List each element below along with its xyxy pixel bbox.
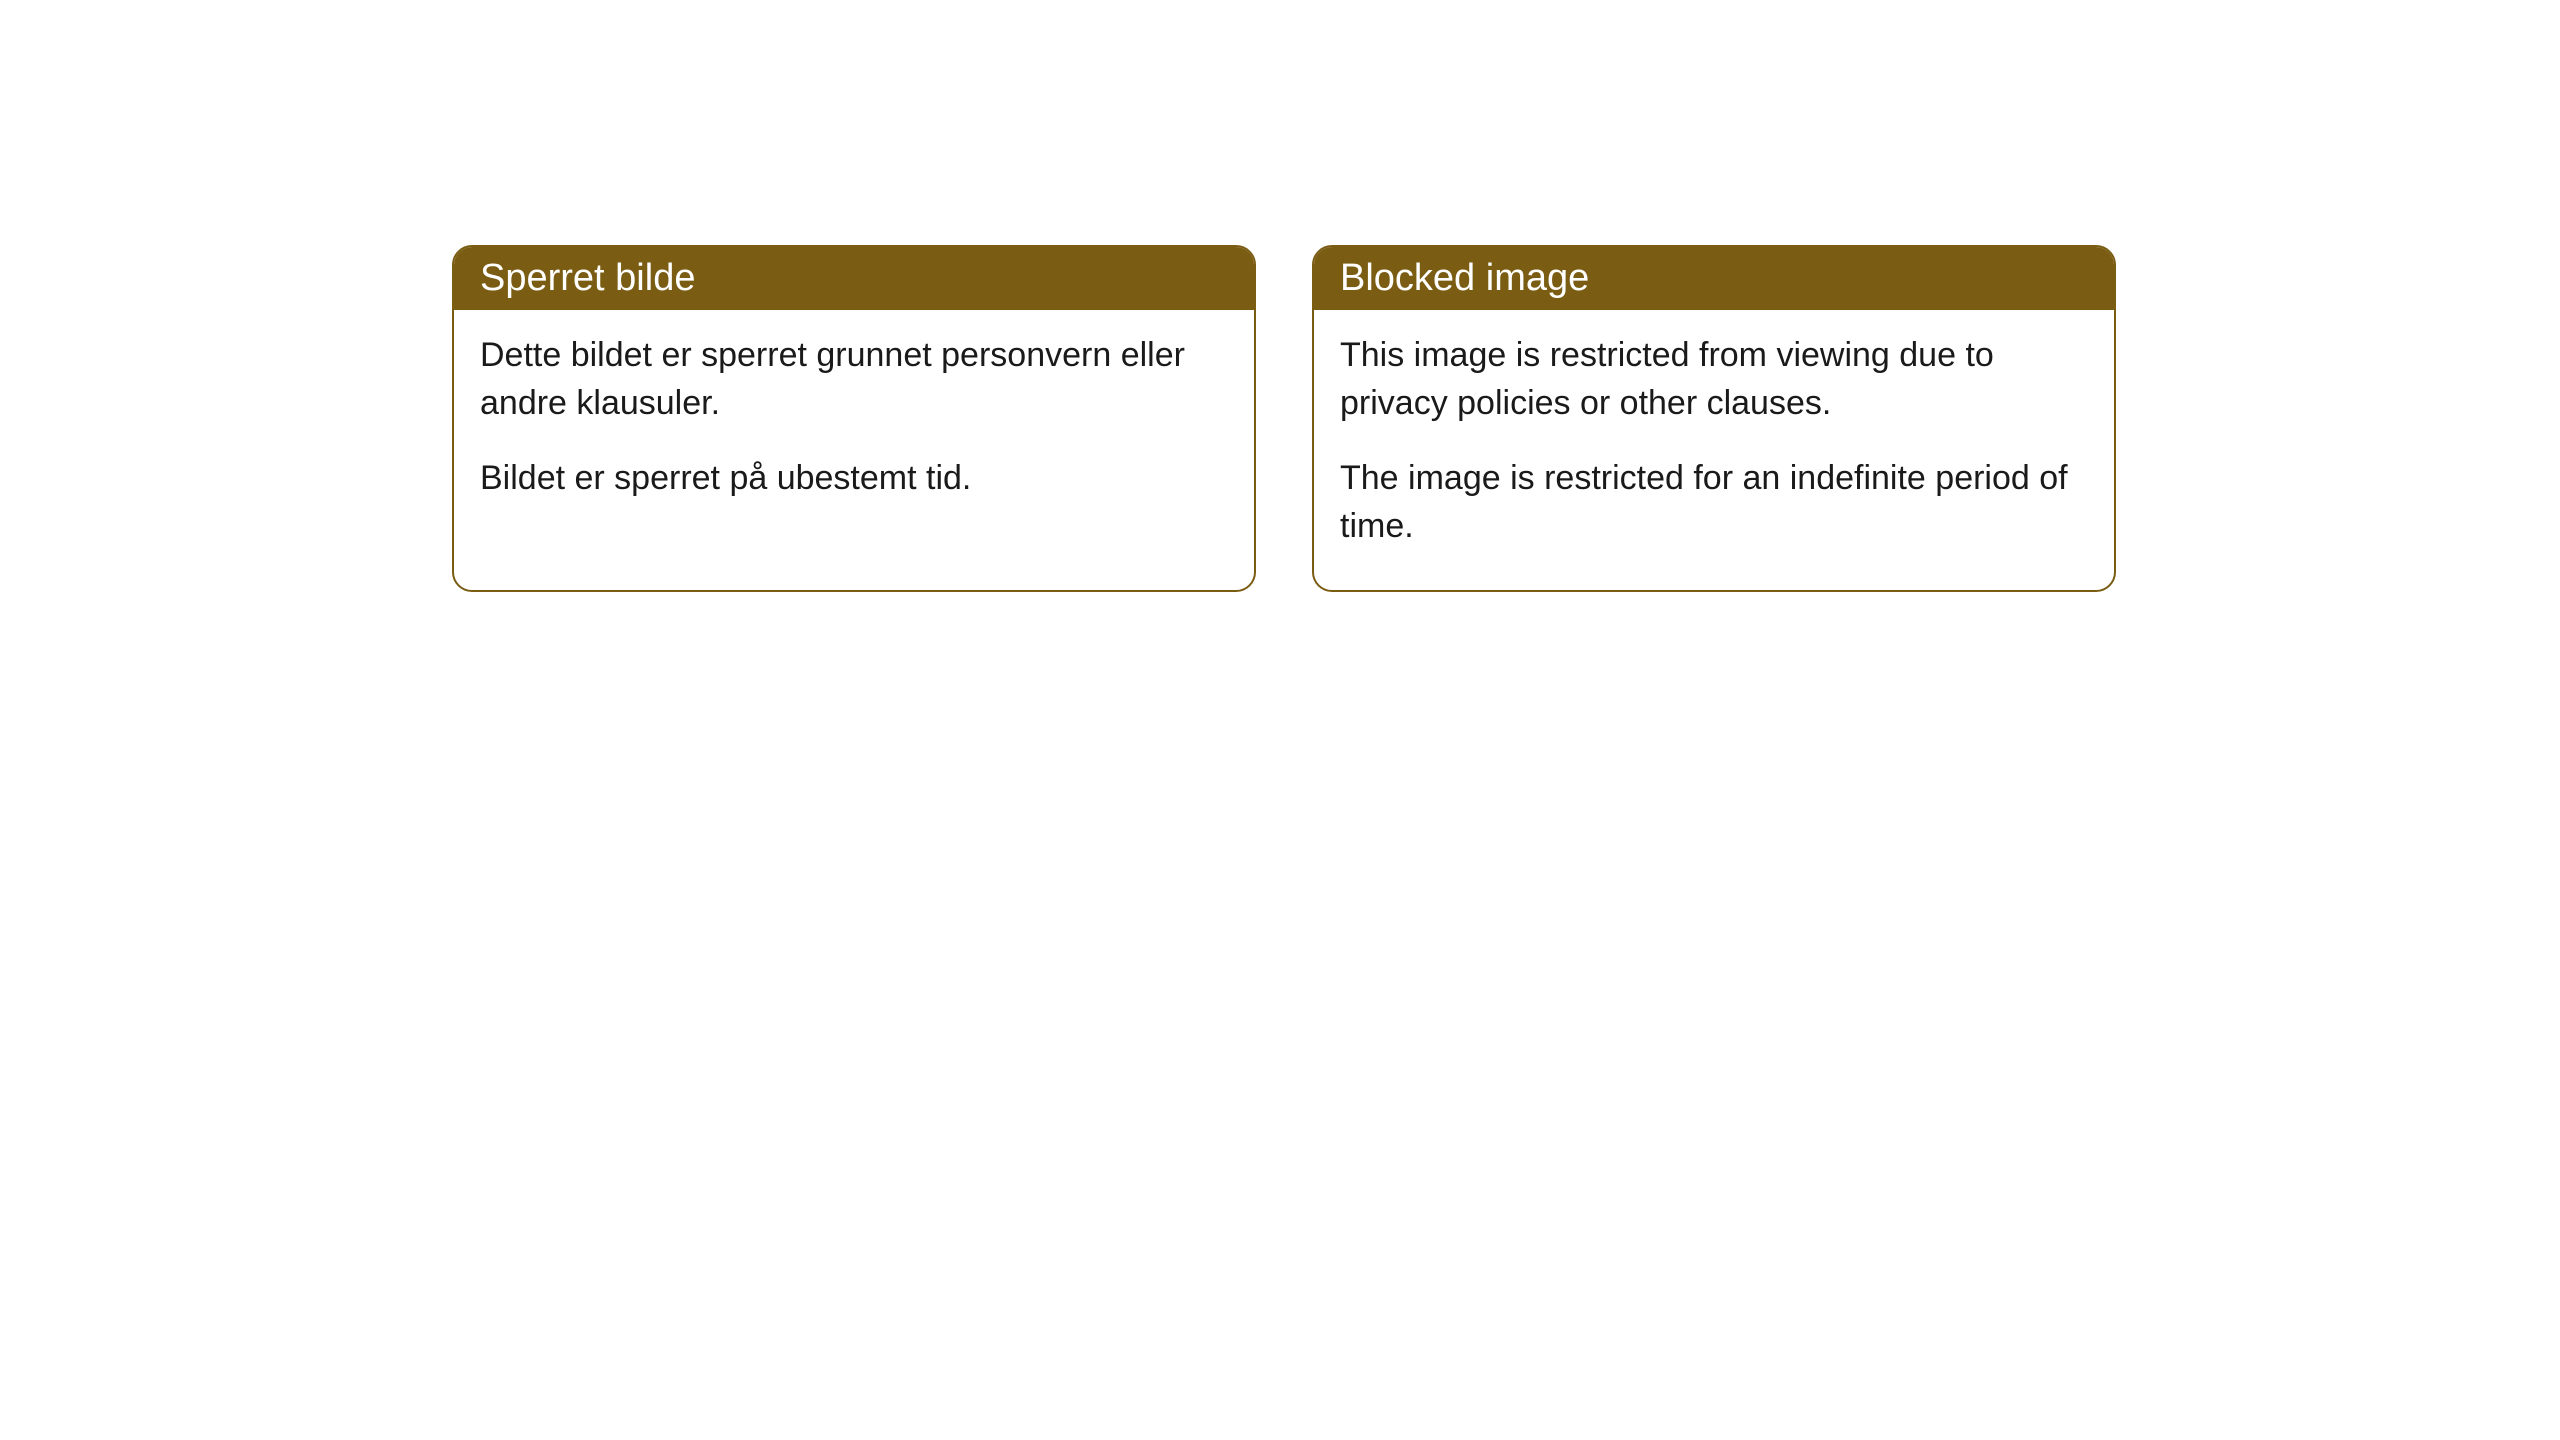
card-body-english: This image is restricted from viewing du… xyxy=(1314,310,2114,590)
notice-cards-container: Sperret bilde Dette bildet er sperret gr… xyxy=(452,245,2560,592)
card-header-norwegian: Sperret bilde xyxy=(454,247,1254,310)
card-header-english: Blocked image xyxy=(1314,247,2114,310)
blocked-image-card-english: Blocked image This image is restricted f… xyxy=(1312,245,2116,592)
card-paragraph-1-english: This image is restricted from viewing du… xyxy=(1340,332,2088,427)
card-title-norwegian: Sperret bilde xyxy=(480,257,695,299)
card-paragraph-2-english: The image is restricted for an indefinit… xyxy=(1340,455,2088,550)
card-paragraph-1-norwegian: Dette bildet er sperret grunnet personve… xyxy=(480,332,1228,427)
blocked-image-card-norwegian: Sperret bilde Dette bildet er sperret gr… xyxy=(452,245,1256,592)
card-body-norwegian: Dette bildet er sperret grunnet personve… xyxy=(454,310,1254,543)
card-paragraph-2-norwegian: Bildet er sperret på ubestemt tid. xyxy=(480,455,1228,503)
card-title-english: Blocked image xyxy=(1340,257,1589,299)
